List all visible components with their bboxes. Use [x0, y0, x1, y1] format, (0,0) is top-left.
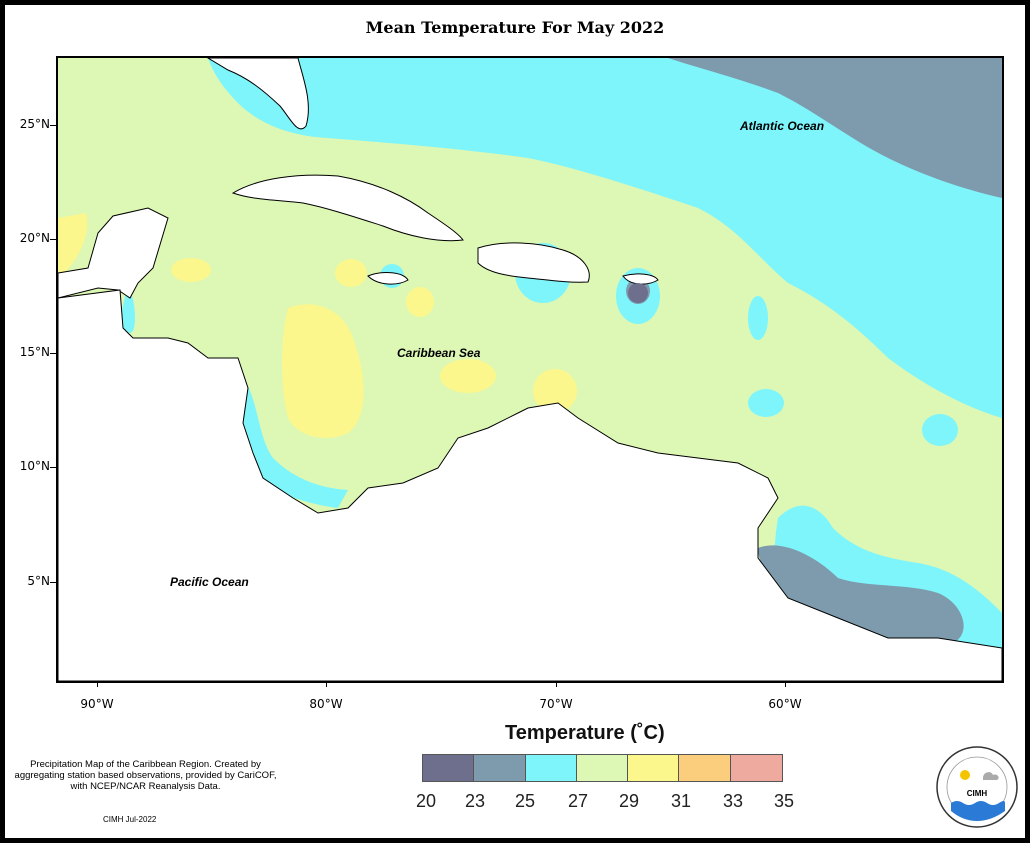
- lon-label: 80°W: [309, 697, 343, 711]
- legend-swatch: [474, 755, 526, 781]
- legend-break: 20: [415, 791, 437, 811]
- temp-31-blob: [440, 359, 496, 393]
- lat-tick: [50, 125, 56, 126]
- legend-swatch: [576, 755, 629, 781]
- credit-text: CIMH Jul-2022: [103, 815, 157, 824]
- puerto-rico-land: [622, 273, 659, 285]
- lon-tick: [97, 681, 98, 687]
- temp-31-blob: [406, 287, 434, 317]
- legend-break: 35: [773, 791, 795, 811]
- hispaniola-land: [477, 242, 590, 283]
- lon-label: 70°W: [539, 697, 573, 711]
- central-south-america-land: [58, 289, 1002, 681]
- legend-break: 23: [464, 791, 486, 811]
- legend-break: 27: [567, 791, 589, 811]
- legend-break: 29: [618, 791, 640, 811]
- wave-icon: [951, 801, 1005, 821]
- temp-31-blob: [533, 369, 577, 413]
- lon-tick: [326, 681, 327, 687]
- legend-break: 31: [670, 791, 692, 811]
- legend-swatch: [525, 755, 577, 781]
- lat-label: 25°N: [19, 117, 50, 131]
- caribbean-sea-label: Caribbean Sea: [397, 346, 481, 360]
- temp-25-band: [668, 58, 1002, 198]
- lat-label: 20°N: [19, 231, 50, 245]
- legend-break: 33: [722, 791, 744, 811]
- lat-tick: [50, 582, 56, 583]
- temp-27-blob: [748, 296, 768, 340]
- temp-27-band: [208, 58, 1002, 418]
- florida-land: [207, 58, 309, 130]
- lat-tick: [50, 467, 56, 468]
- lon-label: 60°W: [768, 697, 802, 711]
- lon-tick: [556, 681, 557, 687]
- temp-31-blob: [282, 304, 364, 438]
- sun-icon: [960, 770, 970, 780]
- logo-text: CIMH: [967, 789, 988, 798]
- legend-colorbar: [422, 754, 784, 782]
- temp-27-blob: [922, 414, 958, 446]
- legend-break: 25: [514, 791, 536, 811]
- jamaica-land: [367, 272, 409, 285]
- temp-25-guianas: [758, 545, 964, 655]
- temp-23-blob: [628, 283, 648, 303]
- lat-tick: [50, 353, 56, 354]
- temperature-map: [56, 56, 1004, 683]
- temp-31-blob: [58, 213, 88, 278]
- atlantic-ocean-label: Atlantic Ocean: [740, 119, 825, 133]
- temp-31-blob: [171, 258, 211, 282]
- cimh-logo: CIMH: [936, 746, 1018, 828]
- lat-label: 10°N: [19, 459, 50, 473]
- cuba-land: [231, 174, 464, 242]
- legend-swatch: [679, 755, 731, 781]
- lon-tick: [785, 681, 786, 687]
- lat-label: 15°N: [19, 345, 50, 359]
- landmasses: [58, 58, 1002, 681]
- temp-31-blob: [335, 259, 367, 287]
- legend-title: Temperature (˚C): [505, 722, 665, 744]
- legend-swatch: [423, 755, 475, 781]
- lat-label: 5°N: [27, 574, 50, 588]
- lon-label: 90°W: [80, 697, 114, 711]
- pacific-ocean-label: Pacific Ocean: [170, 575, 249, 589]
- map-canvas: [58, 58, 1002, 681]
- lat-tick: [50, 239, 56, 240]
- legend-swatch: [730, 755, 783, 781]
- temp-27-blob: [748, 389, 784, 417]
- legend-swatch: [628, 755, 680, 781]
- map-title: Mean Temperature For May 2022: [365, 18, 665, 37]
- temp-27-coast: [238, 378, 348, 508]
- source-note: Precipitation Map of the Caribbean Regio…: [14, 759, 277, 792]
- cloud-icon: [983, 772, 999, 780]
